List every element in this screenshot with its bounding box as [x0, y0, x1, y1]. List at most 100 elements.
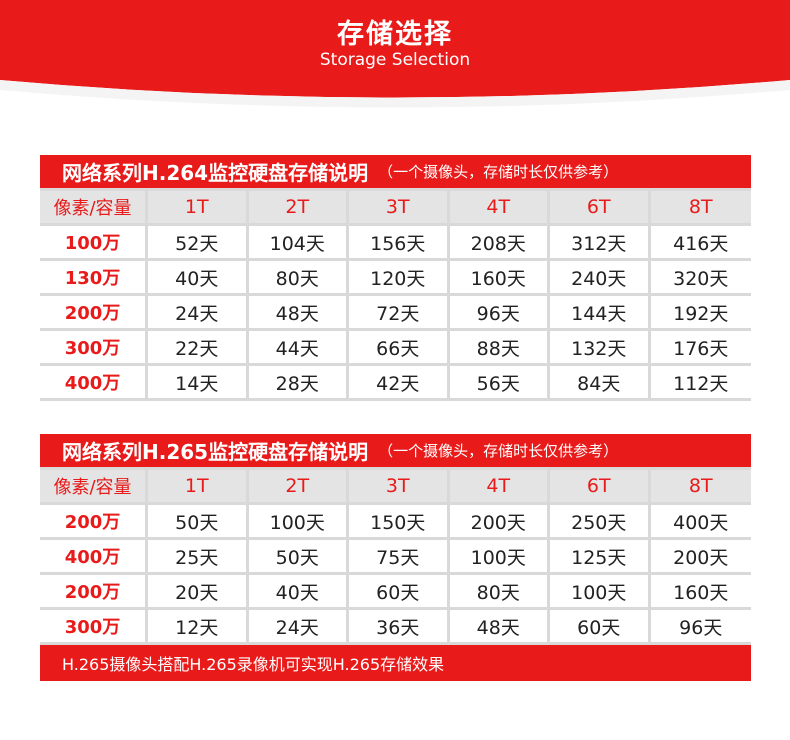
- table-cell: 40天: [148, 261, 249, 296]
- table-cell: 60天: [349, 575, 450, 610]
- table-cell: 160天: [449, 261, 550, 296]
- table-cell: 66天: [349, 331, 450, 366]
- table-row: 200万 50天 100天 150天 200天 250天 400天: [40, 505, 751, 540]
- row-label: 200万: [40, 505, 148, 540]
- header-cell: 6T: [550, 470, 651, 505]
- h265-storage-section: 网络系列H.265监控硬盘存储说明 （一个摄像头，存储时长仅供参考） 像素/容量…: [40, 434, 751, 681]
- table-cell: 12天: [148, 610, 249, 645]
- h264-storage-table: 像素/容量 1T 2T 3T 4T 6T 8T 100万 52天 104天 15…: [40, 191, 751, 401]
- table-cell: 75天: [349, 540, 450, 575]
- table-cell: 36天: [349, 610, 450, 645]
- table-row: 300万 22天 44天 66天 88天 132天 176天: [40, 331, 751, 366]
- table-cell: 22天: [148, 331, 249, 366]
- header-cell: 2T: [248, 470, 349, 505]
- row-label: 100万: [40, 226, 148, 261]
- table-cell: 100天: [449, 540, 550, 575]
- header-cell: 1T: [148, 470, 249, 505]
- table-cell: 400天: [650, 505, 751, 540]
- table-cell: 88天: [449, 331, 550, 366]
- row-label: 300万: [40, 331, 148, 366]
- table-cell: 96天: [650, 610, 751, 645]
- table-cell: 42天: [349, 366, 450, 401]
- table-cell: 208天: [449, 226, 550, 261]
- table-cell: 104天: [248, 226, 349, 261]
- table-cell: 20天: [148, 575, 249, 610]
- header-cell: 6T: [550, 191, 651, 226]
- h265-section-title: 网络系列H.265监控硬盘存储说明: [62, 440, 369, 464]
- table-cell: 80天: [248, 261, 349, 296]
- table-cell: 312天: [550, 226, 651, 261]
- table-cell: 48天: [449, 610, 550, 645]
- table-row: 300万 12天 24天 36天 48天 60天 96天: [40, 610, 751, 645]
- table-cell: 56天: [449, 366, 550, 401]
- table-cell: 40天: [248, 575, 349, 610]
- header-cell: 像素/容量: [40, 470, 148, 505]
- table-cell: 125天: [550, 540, 651, 575]
- h264-storage-section: 网络系列H.264监控硬盘存储说明 （一个摄像头，存储时长仅供参考） 像素/容量…: [40, 155, 751, 401]
- row-label: 400万: [40, 366, 148, 401]
- table-cell: 28天: [248, 366, 349, 401]
- table-row: 100万 52天 104天 156天 208天 312天 416天: [40, 226, 751, 261]
- table-cell: 200天: [449, 505, 550, 540]
- table-cell: 120天: [349, 261, 450, 296]
- h265-section-header: 网络系列H.265监控硬盘存储说明 （一个摄像头，存储时长仅供参考）: [40, 434, 751, 470]
- table-cell: 25天: [148, 540, 249, 575]
- h264-section-title: 网络系列H.264监控硬盘存储说明: [62, 161, 369, 185]
- table-header-row: 像素/容量 1T 2T 3T 4T 6T 8T: [40, 191, 751, 226]
- row-label: 200万: [40, 575, 148, 610]
- table-cell: 240天: [550, 261, 651, 296]
- table-cell: 132天: [550, 331, 651, 366]
- table-cell: 320天: [650, 261, 751, 296]
- h265-section-note: （一个摄像头，存储时长仅供参考）: [378, 442, 619, 460]
- row-label: 130万: [40, 261, 148, 296]
- title-banner: 存储选择 Storage Selection: [0, 0, 790, 130]
- banner-subtitle: Storage Selection: [319, 50, 471, 70]
- banner-background: [0, 0, 790, 108]
- header-cell: 3T: [349, 191, 450, 226]
- table-cell: 50天: [248, 540, 349, 575]
- header-cell: 8T: [650, 191, 751, 226]
- table-cell: 44天: [248, 331, 349, 366]
- row-label: 200万: [40, 296, 148, 331]
- table-cell: 176天: [650, 331, 751, 366]
- h265-footer-note: H.265摄像头搭配H.265录像机可实现H.265存储效果: [40, 645, 751, 681]
- table-cell: 150天: [349, 505, 450, 540]
- table-cell: 24天: [148, 296, 249, 331]
- table-row: 400万 25天 50天 75天 100天 125天 200天: [40, 540, 751, 575]
- h264-section-header: 网络系列H.264监控硬盘存储说明 （一个摄像头，存储时长仅供参考）: [40, 155, 751, 191]
- h264-section-note: （一个摄像头，存储时长仅供参考）: [378, 163, 619, 181]
- table-cell: 52天: [148, 226, 249, 261]
- table-cell: 14天: [148, 366, 249, 401]
- table-row: 200万 20天 40天 60天 80天 100天 160天: [40, 575, 751, 610]
- table-row: 400万 14天 28天 42天 56天 84天 112天: [40, 366, 751, 401]
- table-cell: 112天: [650, 366, 751, 401]
- table-cell: 96天: [449, 296, 550, 331]
- row-label: 300万: [40, 610, 148, 645]
- table-cell: 250天: [550, 505, 651, 540]
- table-cell: 60天: [550, 610, 651, 645]
- table-cell: 100天: [248, 505, 349, 540]
- h265-storage-table: 像素/容量 1T 2T 3T 4T 6T 8T 200万 50天 100天 15…: [40, 470, 751, 645]
- header-cell: 8T: [650, 470, 751, 505]
- table-row: 200万 24天 48天 72天 96天 144天 192天: [40, 296, 751, 331]
- header-cell: 3T: [349, 470, 450, 505]
- table-cell: 192天: [650, 296, 751, 331]
- table-cell: 156天: [349, 226, 450, 261]
- banner-title: 存储选择: [337, 19, 453, 50]
- table-cell: 72天: [349, 296, 450, 331]
- table-cell: 48天: [248, 296, 349, 331]
- table-cell: 80天: [449, 575, 550, 610]
- header-cell: 4T: [449, 191, 550, 226]
- table-cell: 160天: [650, 575, 751, 610]
- table-cell: 50天: [148, 505, 249, 540]
- table-cell: 84天: [550, 366, 651, 401]
- table-cell: 24天: [248, 610, 349, 645]
- table-header-row: 像素/容量 1T 2T 3T 4T 6T 8T: [40, 470, 751, 505]
- table-row: 130万 40天 80天 120天 160天 240天 320天: [40, 261, 751, 296]
- header-cell: 像素/容量: [40, 191, 148, 226]
- row-label: 400万: [40, 540, 148, 575]
- header-cell: 4T: [449, 470, 550, 505]
- table-cell: 200天: [650, 540, 751, 575]
- header-cell: 1T: [148, 191, 249, 226]
- table-cell: 144天: [550, 296, 651, 331]
